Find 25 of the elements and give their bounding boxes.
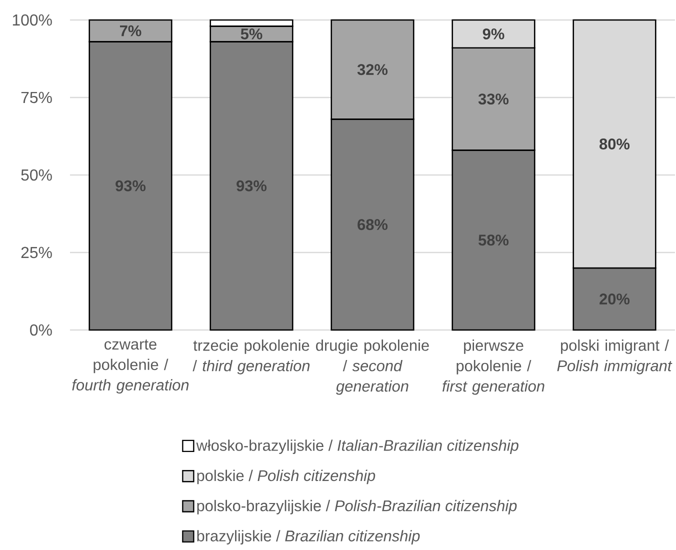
y-tick-label: 75%	[21, 92, 52, 104]
x-tick-label: polski imigrant / Polish immigrant	[557, 340, 672, 374]
data-label: 7%	[120, 25, 142, 36]
legend-label: włosko-brazylijskie / Italian-Brazilian citizenship	[196, 440, 518, 454]
y-tick-label: 50%	[21, 169, 52, 181]
legend-label: polskie / Polish citizenship	[197, 470, 376, 484]
data-label: 5%	[240, 28, 262, 40]
legend-label: polsko-brazylijskie / Polish-Brazilian citizenship	[197, 500, 517, 514]
x-tick-label: czwarte pokolenie / fourth generation	[72, 340, 189, 394]
data-label: 80%	[600, 138, 630, 150]
data-label: 58%	[478, 234, 509, 246]
data-label: 93%	[236, 180, 267, 192]
x-tick-label: drugie pokolenie / second generation	[316, 340, 429, 395]
data-label: 9%	[482, 28, 504, 40]
legend-label: brazylijskie / Brazilian citizenship	[197, 530, 420, 544]
y-tick-label: 25%	[21, 246, 52, 258]
data-label: 93%	[116, 180, 146, 192]
data-label: 32%	[357, 64, 388, 76]
y-tick-label: 0%	[30, 324, 52, 336]
data-label: 68%	[358, 219, 388, 230]
data-label: 20%	[600, 294, 630, 304]
y-tick-label: 100%	[12, 14, 52, 26]
x-tick-label: trzecie pokolenie / third generation	[192, 340, 310, 374]
x-tick-label: pierwsze pokolenie / first generation	[442, 340, 544, 395]
data-label: 33%	[478, 94, 509, 105]
